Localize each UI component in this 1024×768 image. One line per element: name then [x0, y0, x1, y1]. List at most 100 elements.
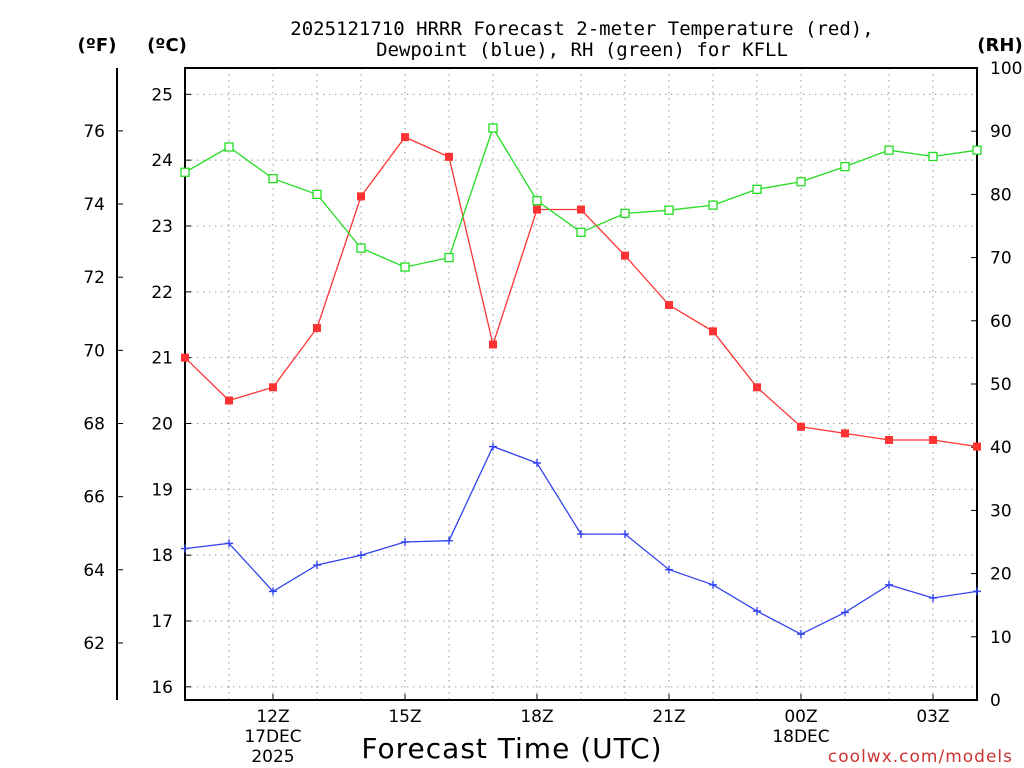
- data-point: [225, 396, 233, 405]
- x-tick-date: 17DEC: [244, 727, 301, 747]
- data-point: [224, 142, 234, 152]
- data-point: [269, 587, 277, 596]
- data-point: [533, 459, 541, 467]
- grid: [185, 68, 977, 700]
- data-point: [665, 565, 673, 574]
- data-point: [444, 252, 454, 263]
- chart-title-line1: 2025121710 HRRR Forecast 2-meter Tempera…: [290, 18, 873, 40]
- axes: 16 17 18 19 20 21 22 23 24 25 62 64 66 68 70 72 74 76 0 10 2…: [83, 59, 1022, 767]
- series-2-meter-temperature: [181, 133, 981, 451]
- celsius-tick-label: 20: [151, 415, 173, 435]
- data-point: [841, 608, 849, 617]
- data-point: [357, 192, 365, 201]
- fahrenheit-tick-label: 66: [83, 488, 105, 508]
- fahrenheit-tick-label: 62: [83, 634, 105, 654]
- fahrenheit-tick-label: 74: [83, 195, 105, 215]
- x-tick-date: 18DEC: [772, 727, 829, 747]
- data-point: [400, 262, 410, 272]
- data-point: [972, 145, 982, 155]
- x-tick-label: 21Z: [652, 707, 685, 727]
- fahrenheit-axis-label: (ºF): [78, 35, 117, 56]
- data-point: [576, 227, 586, 237]
- x-tick-label: 00Z: [784, 707, 817, 727]
- data-point: [841, 429, 849, 438]
- data-point: [577, 205, 585, 214]
- data-point: [973, 587, 981, 596]
- data-point: [796, 177, 806, 187]
- x-tick-label: 18Z: [520, 707, 553, 727]
- celsius-tick-label: 16: [151, 678, 173, 698]
- data-point: [313, 561, 321, 570]
- data-point: [753, 607, 761, 616]
- data-point: [621, 530, 629, 539]
- fahrenheit-tick-label: 72: [83, 268, 105, 288]
- celsius-tick-label: 19: [151, 480, 173, 500]
- data-point: [445, 152, 453, 161]
- rh-tick-label: 80: [990, 185, 1012, 205]
- data-point: [181, 544, 189, 553]
- data-point: [268, 173, 278, 184]
- rh-tick-label: 90: [990, 122, 1012, 142]
- data-point: [269, 383, 277, 392]
- data-point: [708, 200, 718, 210]
- data-point: [664, 205, 674, 215]
- data-point: [840, 161, 850, 172]
- x-tick-label: 12Z: [256, 707, 289, 727]
- data-point: [884, 145, 894, 155]
- credit-text: coolwx.com/models: [828, 747, 1013, 767]
- data-point: [180, 167, 190, 177]
- data-point: [620, 208, 630, 219]
- celsius-tick-label: 22: [151, 283, 173, 303]
- data-point: [225, 539, 233, 548]
- data-point: [973, 442, 981, 451]
- celsius-tick-label: 25: [151, 85, 173, 105]
- data-point: [709, 327, 717, 336]
- rh-tick-label: 20: [990, 565, 1012, 585]
- data-point: [181, 353, 189, 362]
- data-point: [665, 301, 673, 309]
- plot-frame: [184, 67, 978, 701]
- data-point: [489, 340, 497, 349]
- data-point: [753, 383, 761, 392]
- series-dewpoint: [181, 442, 981, 639]
- celsius-tick-label: 24: [151, 151, 173, 171]
- data-point: [929, 435, 937, 444]
- data-point: [312, 189, 322, 200]
- data-point: [401, 133, 409, 142]
- celsius-axis-label: (ºC): [147, 35, 187, 56]
- rh-tick-label: 70: [990, 249, 1012, 269]
- x-tick-label: 03Z: [916, 707, 949, 727]
- celsius-tick-label: 21: [151, 349, 173, 369]
- data-point: [445, 536, 453, 545]
- data-point: [929, 593, 937, 602]
- rh-tick-label: 60: [990, 312, 1012, 332]
- data-point: [752, 184, 762, 194]
- fahrenheit-tick-label: 68: [83, 415, 105, 435]
- rh-tick-label: 10: [990, 628, 1012, 648]
- data-point: [885, 580, 893, 589]
- fahrenheit-tick-label: 70: [83, 341, 105, 361]
- x-axis-label: Forecast Time (UTC): [361, 732, 662, 765]
- data-point: [797, 422, 805, 431]
- rh-tick-label: 100: [990, 59, 1022, 79]
- data-point: [488, 123, 498, 133]
- data-point: [797, 630, 805, 639]
- series-line: [184, 445, 978, 635]
- rh-tick-label: 50: [990, 375, 1012, 395]
- data-point: [885, 435, 893, 444]
- chart-title-line2: Dewpoint (blue), RH (green) for KFLL: [376, 39, 788, 61]
- data-point: [532, 196, 542, 206]
- data-point: [489, 442, 497, 451]
- data-point: [621, 251, 629, 260]
- x-tick-year: 2025: [251, 747, 294, 767]
- rh-tick-label: 30: [990, 501, 1012, 521]
- data-point: [357, 551, 365, 560]
- x-tick-label: 15Z: [388, 707, 421, 727]
- data-point: [401, 538, 409, 546]
- rh-tick-label: 40: [990, 438, 1012, 458]
- data-point: [577, 530, 585, 539]
- data-point: [533, 205, 541, 214]
- celsius-tick-label: 23: [151, 217, 173, 237]
- series-layer: [180, 123, 982, 639]
